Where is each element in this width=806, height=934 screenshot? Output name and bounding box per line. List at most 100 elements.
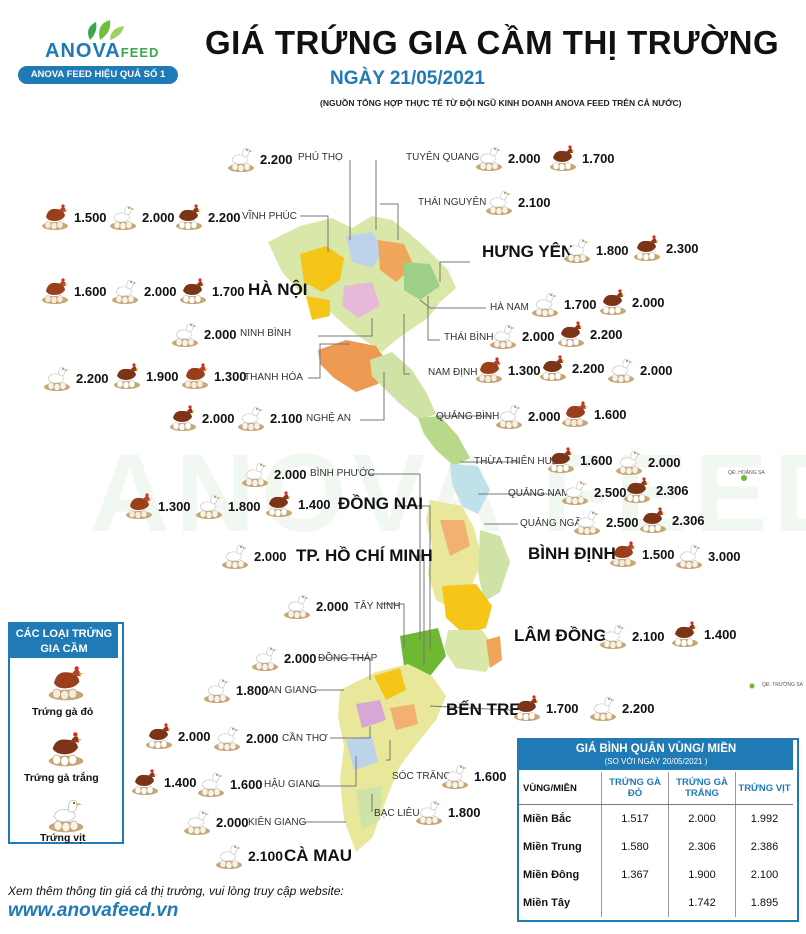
price-value: 2.200 bbox=[260, 151, 293, 167]
leader-thanh-hoa bbox=[308, 343, 350, 379]
duck-egg-icon bbox=[282, 592, 312, 620]
truong-sa-islands bbox=[749, 683, 755, 689]
leader-soc-trang bbox=[386, 740, 391, 761]
region-name: Miền Trung bbox=[519, 833, 602, 861]
legend-item-red: Trứng gà đỏ bbox=[32, 706, 94, 718]
hoang-sa-label: QĐ. HOÀNG SA bbox=[728, 470, 765, 476]
white-egg-icon bbox=[556, 320, 586, 348]
duck-egg-icon bbox=[240, 460, 270, 488]
province-label: KIÊN GIANG bbox=[248, 817, 307, 828]
price-can-tho-duck: 2.000 bbox=[212, 724, 279, 752]
white-egg-average: 2.306 bbox=[668, 833, 736, 861]
duck-egg-icon bbox=[606, 356, 636, 384]
price-value: 2.100 bbox=[632, 628, 665, 644]
duck-egg-icon bbox=[562, 236, 592, 264]
logo-sub: FEED bbox=[120, 45, 160, 60]
duck-egg-icon bbox=[598, 622, 628, 650]
province-label: TUYÊN QUANG bbox=[406, 152, 480, 163]
leader-nghe-an bbox=[360, 372, 385, 421]
price-ben-tre-duck: 2.200 bbox=[588, 694, 655, 722]
price-value: 1.800 bbox=[228, 498, 261, 514]
website-link[interactable]: www.anovafeed.vn bbox=[8, 900, 179, 921]
map-region-ninh-thuan bbox=[486, 636, 502, 668]
leader-dong-nai bbox=[396, 505, 431, 650]
region-name: Miền Bắc bbox=[519, 804, 602, 833]
province-label: CẦN THƠ bbox=[282, 733, 328, 744]
province-label: NGHỆ AN bbox=[306, 413, 352, 424]
price-dong-nai-white: 1.400 bbox=[264, 490, 331, 518]
white-egg-icon bbox=[638, 506, 668, 534]
leader-tp-hcm bbox=[414, 555, 425, 666]
province-label: BẠC LIÊU bbox=[374, 808, 420, 819]
map-region-kon-tum bbox=[440, 520, 470, 556]
price-value: 2.200 bbox=[208, 209, 241, 225]
price-value: 2.000 bbox=[254, 548, 287, 564]
price-soc-trang-duck: 1.600 bbox=[440, 762, 507, 790]
red-egg-icon bbox=[560, 400, 590, 428]
column-header: VÙNG/MIỀN bbox=[519, 772, 602, 805]
duck-egg-icon bbox=[236, 404, 266, 432]
region-name: Miền Tây bbox=[519, 889, 602, 917]
price-hau-giang-duck: 1.600 bbox=[196, 770, 263, 798]
price-value: 2.306 bbox=[656, 482, 689, 498]
price-value: 1.800 bbox=[596, 242, 629, 258]
price-tay-ninh-duck: 2.000 bbox=[282, 592, 349, 620]
white-egg-icon bbox=[112, 362, 142, 390]
duck-egg-icon bbox=[214, 842, 244, 870]
price-quang-binh-red: 1.600 bbox=[560, 400, 627, 428]
price-ha-nam-white: 2.000 bbox=[598, 288, 665, 316]
duck-egg-icon bbox=[212, 724, 242, 752]
price-hung-yen-duck: 1.800 bbox=[562, 236, 629, 264]
regional-average-table: VÙNG/MIỀN TRỨNG GÀ ĐỎ TRỨNG GÀ TRẮNG TRỨ… bbox=[519, 772, 793, 917]
price-value: 1.400 bbox=[298, 496, 331, 512]
legend-title: CÁC LOẠI TRỨNG GIA CẦM bbox=[10, 624, 118, 658]
white-egg-icon bbox=[548, 144, 578, 172]
map-region-north-b bbox=[346, 232, 384, 268]
price-hau-giang-white: 1.400 bbox=[130, 768, 197, 796]
white-egg-icon bbox=[512, 694, 542, 722]
leader-ben-tre bbox=[429, 705, 511, 711]
price-hue-duck: 2.000 bbox=[614, 448, 681, 476]
red-egg-average: 1.367 bbox=[601, 861, 669, 889]
white-egg-icon bbox=[264, 490, 294, 518]
province-label: PHÚ THỌ bbox=[298, 152, 343, 163]
price-value: 2.000 bbox=[648, 454, 681, 470]
price-value: 2.300 bbox=[666, 240, 699, 256]
price-quang-nam-duck: 2.500 bbox=[560, 478, 627, 506]
price-value: 1.600 bbox=[474, 768, 507, 784]
province-label: CÀ MAU bbox=[284, 846, 352, 865]
price-ha-nam-duck: 1.700 bbox=[530, 290, 597, 318]
price-value: 2.000 bbox=[284, 650, 317, 666]
red-egg-icon bbox=[40, 203, 70, 231]
price-value: 2.200 bbox=[590, 326, 623, 342]
leader-ninh-binh bbox=[318, 318, 373, 337]
price-ben-tre-white: 1.700 bbox=[512, 694, 579, 722]
duck-egg-icon bbox=[182, 808, 212, 836]
province-label: AN GIANG bbox=[268, 685, 317, 696]
leader-hau-giang bbox=[310, 756, 357, 787]
price-value: 2.306 bbox=[672, 512, 705, 528]
province-label: QUẢNG NGÃI bbox=[520, 518, 584, 529]
price-nghe-an-white: 2.000 bbox=[168, 404, 235, 432]
leader-binh-phuoc bbox=[368, 473, 421, 640]
white-egg-icon bbox=[178, 277, 208, 305]
price-value: 1.700 bbox=[546, 700, 579, 716]
duck-egg-icon bbox=[202, 676, 232, 704]
province-label: QUẢNG NAM bbox=[508, 488, 570, 499]
price-kien-giang-duck: 2.000 bbox=[182, 808, 249, 836]
duck-egg-average: 2.100 bbox=[750, 869, 779, 881]
leader-hung-yen bbox=[439, 261, 470, 282]
duck-egg-icon bbox=[484, 188, 514, 216]
price-vinh-phuc-white: 2.200 bbox=[174, 203, 241, 231]
price-tuyen-quang-white: 1.700 bbox=[548, 144, 615, 172]
red-egg-average bbox=[601, 889, 669, 917]
duck-egg-icon bbox=[46, 796, 86, 834]
leader-thai-nguyen bbox=[380, 203, 399, 240]
duck-egg-icon bbox=[220, 542, 250, 570]
region-name: Miền Đông bbox=[519, 861, 602, 889]
white-egg-icon bbox=[538, 354, 568, 382]
price-value: 2.000 bbox=[178, 728, 211, 744]
price-value: 1.600 bbox=[74, 283, 107, 299]
duck-egg-icon bbox=[226, 145, 256, 173]
